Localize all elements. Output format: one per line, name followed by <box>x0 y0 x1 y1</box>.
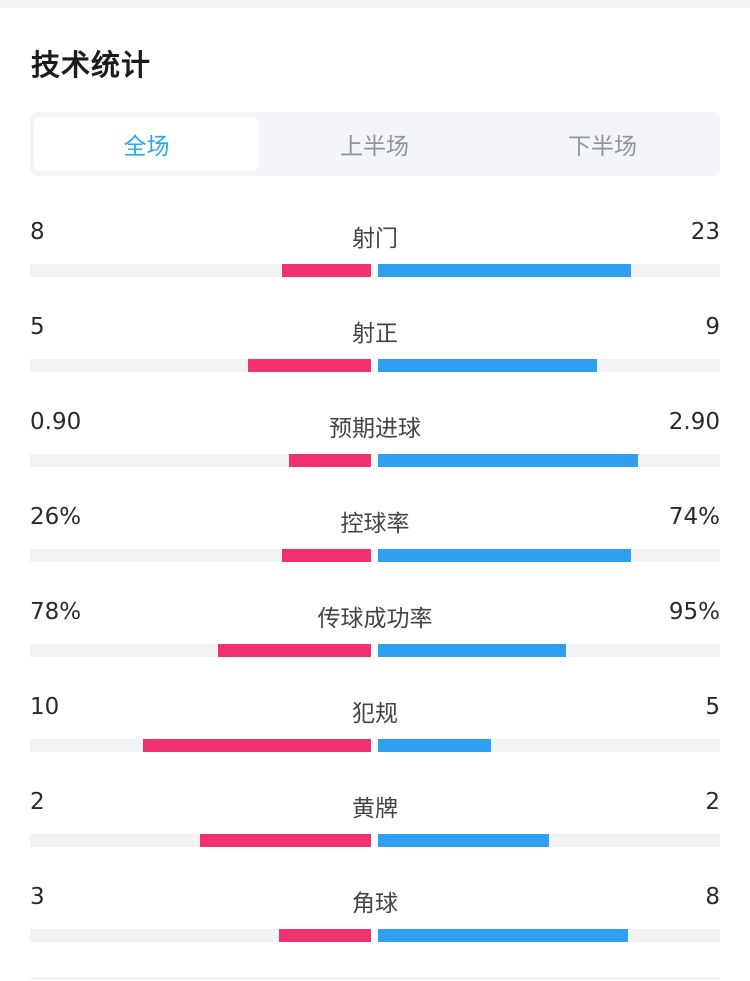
stat-left-value: 0.90 <box>30 409 82 435</box>
away-bar <box>378 834 549 847</box>
tab-second-half[interactable]: 下半场 <box>568 134 637 160</box>
stat-row-shots: 8 射门 23 <box>30 219 720 289</box>
page-title: 技术统计 <box>31 48 152 82</box>
right-bar-track <box>378 264 720 277</box>
away-bar <box>378 359 597 372</box>
left-bar-track <box>30 739 371 752</box>
home-bar <box>279 929 371 942</box>
stat-left-value: 2 <box>30 789 45 815</box>
stat-left-value: 5 <box>30 314 45 340</box>
right-bar-track <box>378 739 720 752</box>
home-bar <box>218 644 371 657</box>
home-bar <box>200 834 371 847</box>
left-bar-track <box>30 834 371 847</box>
stat-label: 控球率 <box>340 511 410 537</box>
left-bar-track <box>30 264 371 277</box>
home-bar <box>248 359 371 372</box>
left-bar-track <box>30 359 371 372</box>
bottom-divider <box>30 978 720 979</box>
left-bar-track <box>30 549 371 562</box>
right-bar-track <box>378 549 720 562</box>
right-bar-track <box>378 834 720 847</box>
away-bar <box>378 644 566 657</box>
stat-right-value: 23 <box>690 219 720 245</box>
stat-label: 角球 <box>352 891 398 917</box>
stat-label: 传球成功率 <box>317 606 433 632</box>
stat-row-pass-accuracy: 78% 传球成功率 95% <box>30 599 720 669</box>
stat-left-value: 78% <box>30 599 82 625</box>
left-bar-track <box>30 644 371 657</box>
right-bar-track <box>378 359 720 372</box>
left-bar-track <box>30 929 371 942</box>
stat-label: 犯规 <box>352 701 398 727</box>
stat-row-shots-on-target: 5 射正 9 <box>30 314 720 384</box>
home-bar <box>289 454 371 467</box>
left-bar-track <box>30 454 371 467</box>
period-tabs: 全场 上半场 下半场 <box>30 112 720 176</box>
right-bar-track <box>378 929 720 942</box>
home-bar <box>282 264 371 277</box>
stat-row-possession: 26% 控球率 74% <box>30 504 720 574</box>
stat-right-value: 5 <box>705 694 720 720</box>
home-bar <box>282 549 371 562</box>
stat-left-value: 3 <box>30 884 45 910</box>
away-bar <box>378 264 631 277</box>
stat-label: 预期进球 <box>329 416 421 442</box>
away-bar <box>378 739 491 752</box>
right-bar-track <box>378 644 720 657</box>
right-bar-track <box>378 454 720 467</box>
stat-row-corners: 3 角球 8 <box>30 884 720 954</box>
stat-right-value: 8 <box>705 884 720 910</box>
stat-row-fouls: 10 犯规 5 <box>30 694 720 764</box>
stat-left-value: 8 <box>30 219 45 245</box>
stat-right-value: 2 <box>705 789 720 815</box>
tab-first-half[interactable]: 上半场 <box>340 134 409 160</box>
home-bar <box>143 739 371 752</box>
stat-label: 黄牌 <box>352 796 398 822</box>
top-divider <box>0 0 750 8</box>
stat-left-value: 10 <box>30 694 60 720</box>
stat-right-value: 74% <box>668 504 720 530</box>
stat-label: 射门 <box>352 226 398 252</box>
stat-row-yellow-cards: 2 黄牌 2 <box>30 789 720 859</box>
stat-label: 射正 <box>352 321 398 347</box>
stat-right-value: 9 <box>705 314 720 340</box>
away-bar <box>378 549 631 562</box>
stat-right-value: 2.90 <box>668 409 720 435</box>
tab-full-match[interactable]: 全场 <box>34 117 259 171</box>
stat-right-value: 95% <box>668 599 720 625</box>
away-bar <box>378 454 638 467</box>
stat-row-expected-goals: 0.90 预期进球 2.90 <box>30 409 720 479</box>
away-bar <box>378 929 628 942</box>
stat-left-value: 26% <box>30 504 82 530</box>
